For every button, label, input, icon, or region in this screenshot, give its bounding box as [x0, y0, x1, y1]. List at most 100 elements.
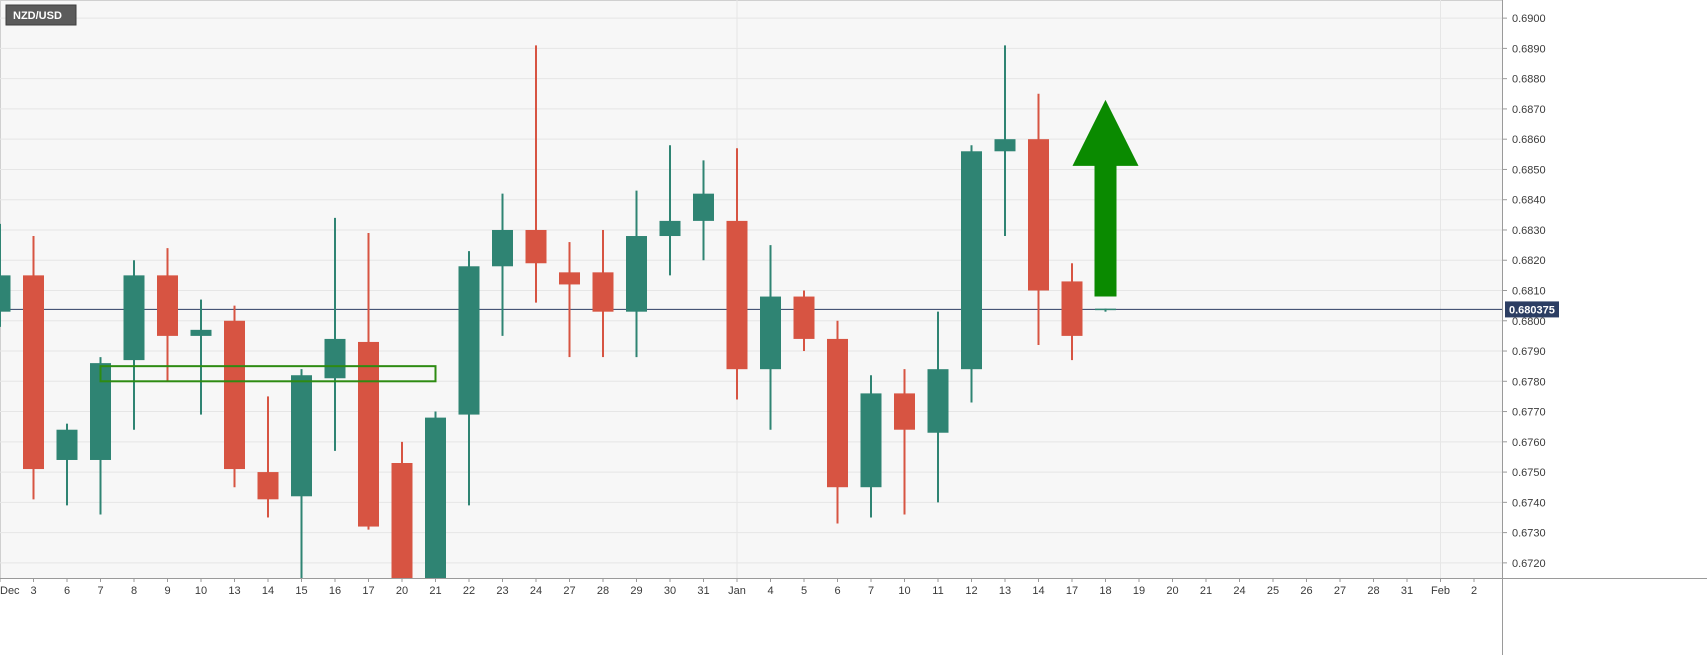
x-tick-label: 6	[834, 585, 840, 597]
y-tick-label: 0.6750	[1512, 467, 1546, 479]
candle-body	[659, 220, 681, 237]
candle-body	[793, 296, 815, 339]
x-tick-label: 4	[767, 585, 773, 597]
candle-body	[827, 338, 848, 488]
x-tick-label: 31	[1401, 585, 1413, 597]
candle-down	[23, 236, 44, 500]
x-tick-label: 28	[1367, 585, 1379, 597]
candle-body	[324, 338, 346, 379]
candle-body	[391, 463, 413, 578]
candle-body	[994, 139, 1016, 152]
x-tick-label: 6	[64, 585, 70, 597]
candle-up	[324, 217, 346, 451]
candle-body	[425, 417, 446, 578]
candle-down	[257, 396, 279, 518]
candle-up	[626, 190, 647, 358]
candle-down	[157, 248, 178, 382]
candle-up	[659, 145, 681, 276]
candle-body	[458, 266, 480, 415]
candle-body	[693, 193, 714, 221]
candle-body	[0, 275, 11, 312]
last-price-badge-bg	[1505, 301, 1559, 318]
candle-body	[726, 220, 748, 370]
candle-down	[827, 320, 848, 524]
candle-body	[626, 236, 647, 312]
candle-up	[458, 251, 480, 506]
x-tick-label: 29	[630, 585, 642, 597]
y-tick-label: 0.6860	[1512, 134, 1546, 146]
y-tick-label: 0.6900	[1512, 13, 1546, 25]
x-tick-label: 17	[1066, 585, 1078, 597]
x-tick-label: 20	[1166, 585, 1178, 597]
candle-down	[592, 229, 614, 358]
candle-body	[1061, 281, 1083, 336]
candle-up	[123, 260, 145, 430]
x-tick-label: 26	[1300, 585, 1312, 597]
symbol-label: NZD/USD	[13, 10, 62, 22]
x-tick-label: 19	[1133, 585, 1145, 597]
x-tick-label: 22	[463, 585, 475, 597]
candle-body	[961, 151, 982, 370]
candle-up	[927, 311, 949, 503]
y-tick-label: 0.6870	[1512, 104, 1546, 116]
candle-up	[1095, 308, 1116, 312]
candle-down	[726, 148, 748, 400]
x-tick-label: 15	[295, 585, 307, 597]
support-zone-box	[99, 365, 437, 383]
x-tick-label: 10	[195, 585, 207, 597]
candle-body	[592, 272, 614, 312]
candle-up	[492, 193, 513, 336]
candle-down	[1061, 263, 1083, 361]
candle-body	[190, 329, 212, 336]
x-tick-label: 12	[965, 585, 977, 597]
x-tick-label: 18	[1099, 585, 1111, 597]
candle-up	[425, 411, 446, 578]
symbol-badge-bg	[5, 4, 77, 26]
x-tick-label: 7	[868, 585, 874, 597]
candle-body	[56, 429, 78, 460]
x-tick-label: 31	[697, 585, 709, 597]
x-tick-label: Jan	[728, 585, 746, 597]
x-tick-label: 27	[1334, 585, 1346, 597]
x-tick-label: 13	[228, 585, 240, 597]
y-tick-label: 0.6800	[1512, 316, 1546, 328]
x-tick-label: 24	[530, 585, 542, 597]
candle-body	[157, 275, 178, 336]
candle-up	[190, 299, 212, 415]
x-tick-label: 3	[30, 585, 36, 597]
candle-body	[760, 296, 781, 370]
x-tick-label: 7	[97, 585, 103, 597]
candle-up	[291, 369, 312, 578]
candle-down	[391, 441, 413, 578]
candle-up	[56, 423, 78, 506]
candle-up	[693, 160, 714, 261]
symbol-badge: NZD/USD	[5, 4, 77, 26]
candle-up	[860, 375, 882, 518]
x-tick-label: 17	[362, 585, 374, 597]
x-tick-label: 20	[396, 585, 408, 597]
candle-up	[90, 357, 111, 515]
candle-body	[358, 341, 379, 527]
up-arrow	[1072, 99, 1139, 297]
candle-body	[927, 369, 949, 433]
y-tick-label: 0.6850	[1512, 164, 1546, 176]
candle-body	[123, 275, 145, 361]
x-tick-label: 9	[164, 585, 170, 597]
y-tick-label: 0.6890	[1512, 43, 1546, 55]
x-tick-label: 28	[597, 585, 609, 597]
x-tick-label: 14	[1032, 585, 1044, 597]
candle-up	[994, 45, 1016, 237]
x-tick-label: 27	[563, 585, 575, 597]
y-tick-label: 0.6810	[1512, 286, 1546, 298]
candle-body	[90, 363, 111, 460]
y-tick-label: 0.6880	[1512, 74, 1546, 86]
candle-down	[793, 290, 815, 352]
candle-body	[525, 229, 547, 264]
last-price-badge: 0.680375	[1505, 301, 1559, 318]
x-tick-label: 21	[429, 585, 441, 597]
x-tick-label: 2	[1471, 585, 1477, 597]
x-tick-label: Feb	[1431, 585, 1450, 597]
candle-body	[492, 229, 513, 267]
